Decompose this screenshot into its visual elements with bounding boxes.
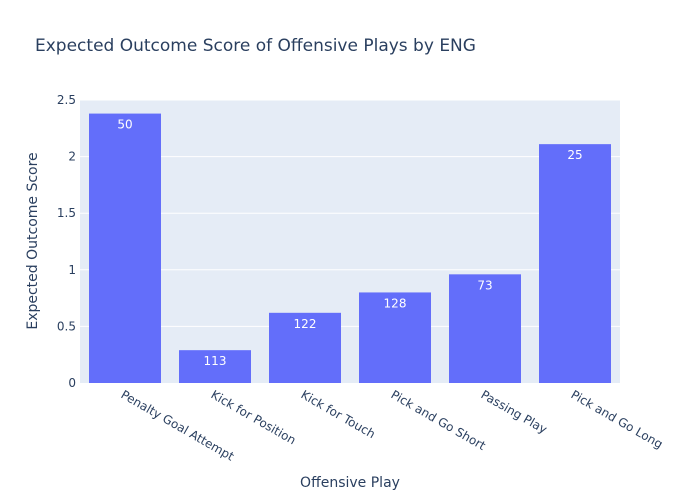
bar-label: 50 [117, 118, 132, 132]
y-tick-label: 0.5 [57, 319, 76, 333]
bar-label: 113 [204, 354, 227, 368]
bar [269, 312, 341, 383]
x-tick-label: Kick for Touch [299, 387, 378, 441]
y-tick-label: 1 [68, 263, 76, 277]
bar-label: 73 [477, 278, 492, 292]
gridlines [80, 99, 620, 327]
x-tick-label: Kick for Position [209, 387, 299, 447]
chart-title: Expected Outcome Score of Offensive Play… [35, 36, 476, 56]
x-axis-title: Offensive Play [300, 475, 400, 491]
x-tick-label: Passing Play [479, 387, 550, 436]
bar [359, 292, 431, 383]
bars [89, 113, 611, 384]
plot-area [80, 100, 620, 383]
bar [449, 274, 521, 383]
x-tick-label: Pick and Go Long [569, 387, 666, 451]
y-tick-label: 1.5 [57, 206, 76, 220]
bar-label: 128 [384, 296, 407, 310]
y-tick-label: 2 [68, 150, 76, 164]
x-tick-label: Pick and Go Short [389, 387, 489, 453]
y-tick-label: 2.5 [57, 93, 76, 107]
bar-label: 122 [294, 317, 317, 331]
bar [89, 113, 161, 384]
y-axis-title: Expected Outcome Score [25, 152, 41, 329]
y-axis-ticks: 0 0.5 1 1.5 2 2.5 [57, 93, 76, 390]
bar [179, 350, 251, 383]
bar-labels: 50 113 122 128 73 25 [117, 118, 582, 369]
bar [539, 144, 611, 383]
bar-label: 25 [567, 148, 582, 162]
y-tick-label: 0 [68, 376, 76, 390]
